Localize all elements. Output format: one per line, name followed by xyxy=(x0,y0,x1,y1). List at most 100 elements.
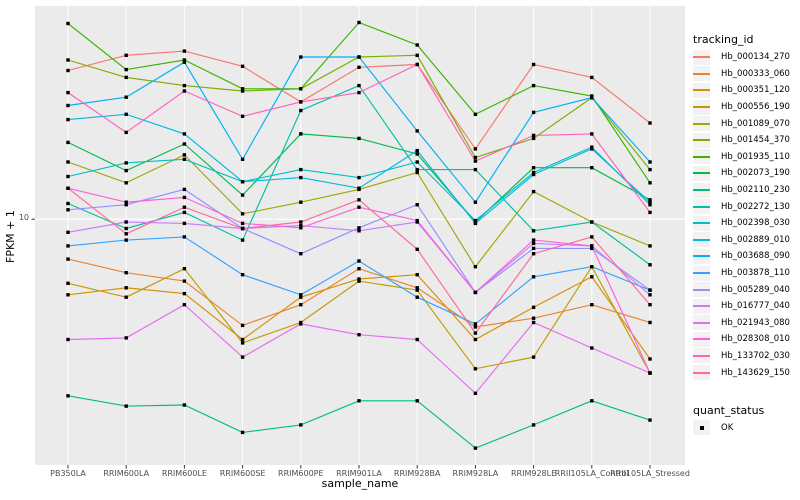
data-point xyxy=(648,288,652,292)
data-point xyxy=(182,291,187,296)
legend-item-label: Hb_002110_230 xyxy=(721,185,790,196)
data-point xyxy=(357,83,361,88)
data-point xyxy=(415,170,419,175)
data-point xyxy=(415,288,419,292)
data-point xyxy=(66,293,70,297)
data-point xyxy=(531,305,536,309)
data-point xyxy=(299,100,303,104)
data-point xyxy=(473,446,478,450)
data-point xyxy=(182,279,187,283)
legend-color-line-icon xyxy=(693,89,710,92)
data-point xyxy=(182,60,187,64)
data-point xyxy=(124,203,128,207)
legend-item-label: Hb_000134_270 xyxy=(721,52,790,63)
data-point xyxy=(299,200,303,204)
data-point xyxy=(590,246,594,251)
data-point xyxy=(473,391,478,395)
legend-title-quant: quant_status xyxy=(693,404,765,417)
data-point xyxy=(124,404,128,408)
data-point xyxy=(299,55,303,59)
data-point xyxy=(240,273,245,277)
legend-color-line-icon xyxy=(693,288,710,291)
data-point xyxy=(531,83,536,88)
data-point xyxy=(124,67,128,72)
legend-key xyxy=(693,99,710,115)
legend-key xyxy=(693,149,710,165)
ok-marker-icon xyxy=(699,425,704,430)
legend-key xyxy=(693,82,710,98)
legend-color-line-icon xyxy=(693,106,710,109)
legend-item-label: Hb_005289_040 xyxy=(721,284,790,295)
data-point xyxy=(415,43,419,47)
legend-color-line-icon xyxy=(693,172,710,175)
data-point xyxy=(240,226,245,231)
data-point xyxy=(415,129,419,133)
data-point xyxy=(648,210,652,215)
data-point xyxy=(299,423,303,427)
legend-key xyxy=(693,165,710,181)
data-point xyxy=(531,62,536,67)
x-tick-label: RRIM928LA xyxy=(453,469,499,478)
data-point xyxy=(531,170,536,175)
data-point xyxy=(66,186,70,190)
legend-item: Hb_005289_040 xyxy=(693,281,790,298)
legend-item: Hb_001454_370 xyxy=(693,132,790,149)
legend-key xyxy=(693,248,710,264)
tracking-legend: Hb_000134_270 Hb_000333_060 Hb_000351_120 H… xyxy=(693,49,790,381)
data-point xyxy=(240,180,245,184)
data-point xyxy=(357,186,361,190)
x-tick-label: RRII105LA_Control xyxy=(555,469,629,478)
legend-key xyxy=(693,199,710,215)
data-point xyxy=(473,200,478,204)
data-point xyxy=(531,423,536,427)
legend-item: Hb_000351_120 xyxy=(693,82,790,99)
data-point xyxy=(415,53,419,57)
legend-item: Hb_000333_060 xyxy=(693,66,790,83)
legend-item: Hb_003688_090 xyxy=(693,248,790,265)
data-point xyxy=(124,271,128,275)
data-point xyxy=(357,90,361,95)
data-point xyxy=(299,293,303,297)
data-point xyxy=(357,279,361,283)
data-point xyxy=(182,210,187,215)
data-point xyxy=(66,103,70,108)
data-point xyxy=(240,337,245,342)
data-point xyxy=(124,238,128,242)
legend-item-label: Hb_000333_060 xyxy=(721,68,790,79)
legend-item: Hb_002073_190 xyxy=(693,165,790,182)
data-point xyxy=(124,161,128,165)
legend-key xyxy=(693,66,710,82)
data-point xyxy=(531,275,536,279)
data-point xyxy=(124,95,128,99)
data-point xyxy=(124,112,128,116)
data-point xyxy=(531,110,536,115)
data-point xyxy=(240,193,245,197)
data-point xyxy=(66,140,70,145)
data-point xyxy=(182,153,187,157)
data-point xyxy=(415,218,419,223)
legend-color-line-icon xyxy=(693,139,710,142)
data-point xyxy=(590,265,594,269)
data-point xyxy=(531,189,536,194)
data-point xyxy=(66,160,70,164)
data-point xyxy=(66,244,70,248)
data-point xyxy=(66,68,70,73)
data-point xyxy=(357,267,361,271)
legend-item-label: Hb_016777_040 xyxy=(721,301,790,312)
data-point xyxy=(182,89,187,93)
data-point xyxy=(648,198,652,202)
legend-color-line-icon xyxy=(693,122,710,125)
data-point xyxy=(590,244,594,248)
data-point xyxy=(473,337,478,342)
legend-color-line-icon xyxy=(693,155,710,158)
x-tick-label: RRIM928LE xyxy=(511,469,556,478)
data-point xyxy=(182,235,187,239)
data-point xyxy=(648,244,652,248)
quant-legend-item: OK xyxy=(693,420,733,435)
data-point xyxy=(182,58,187,62)
data-point xyxy=(648,263,652,267)
data-point xyxy=(299,295,303,299)
data-point xyxy=(648,167,652,172)
